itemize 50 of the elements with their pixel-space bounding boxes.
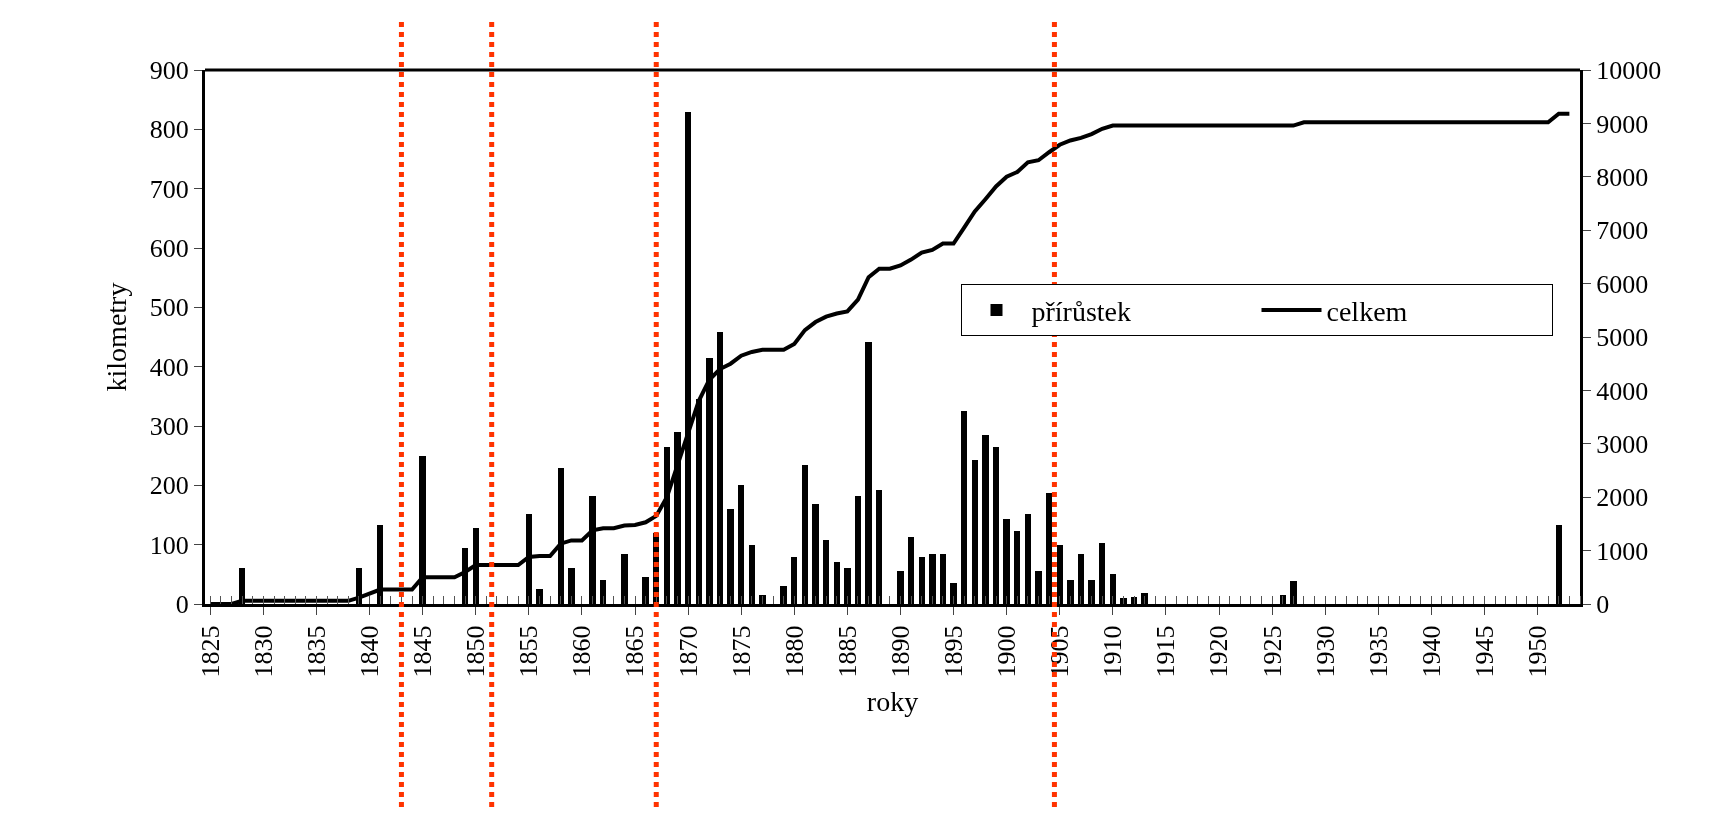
x-tick-label: 1850 <box>461 625 491 678</box>
legend-label: celkem <box>1326 295 1408 327</box>
x-tick-label: 1880 <box>779 625 809 678</box>
x-tick-label: 1910 <box>1098 625 1128 678</box>
x-tick-label: 1840 <box>355 625 385 678</box>
x-tick-label: 1925 <box>1257 625 1287 678</box>
y2-tick-label: 8000 <box>1596 162 1649 192</box>
x-tick-label: 1950 <box>1522 625 1552 678</box>
y2-tick-label: 6000 <box>1596 269 1649 299</box>
legend-label: přírůstek <box>1031 295 1132 327</box>
y2-tick-label: 5000 <box>1596 323 1649 353</box>
x-tick-label: 1835 <box>301 625 331 678</box>
y2-tick-label: 0 <box>1596 590 1610 620</box>
x-tick-label: 1870 <box>673 625 703 678</box>
x-tick-label: 1895 <box>939 625 968 678</box>
x-tick-label: 1825 <box>195 625 225 678</box>
x-tick-label: 1940 <box>1416 625 1446 678</box>
x-tick-label: 1885 <box>832 625 862 678</box>
x-axis-title: roky <box>866 685 919 717</box>
y2-tick-label: 4000 <box>1596 376 1649 406</box>
y-tick-label: 400 <box>149 352 189 382</box>
y-tick-label: 800 <box>149 115 189 145</box>
y2-tick-label: 3000 <box>1596 429 1649 459</box>
y-tick-label: 600 <box>149 234 189 264</box>
x-tick-label: 1920 <box>1204 625 1234 678</box>
x-tick-label: 1945 <box>1469 625 1499 678</box>
x-tick-label: 1890 <box>885 625 915 678</box>
x-tick-label: 1930 <box>1310 625 1340 678</box>
y-tick-label: 100 <box>149 530 189 560</box>
y-tick-label: 500 <box>149 293 189 323</box>
x-tick-label: 1860 <box>567 625 597 678</box>
y2-tick-label: 7000 <box>1596 216 1649 246</box>
y-tick-label: 900 <box>149 56 189 86</box>
y-tick-label: 0 <box>175 590 189 620</box>
x-tick-label: 1935 <box>1363 625 1393 678</box>
x-tick-label: 1915 <box>1151 625 1181 678</box>
x-tick-label: 1830 <box>248 625 278 678</box>
x-tick-label: 1855 <box>514 625 544 678</box>
y2-tick-label: 9000 <box>1596 109 1649 139</box>
x-tick-label: 1875 <box>726 625 756 678</box>
y-axis-title: kilometry <box>101 282 133 392</box>
y2-tick-label: 1000 <box>1596 536 1649 566</box>
x-tick-label: 1845 <box>408 625 438 678</box>
x-tick-label: 1865 <box>620 625 650 678</box>
x-tick-label: 1900 <box>992 625 1022 678</box>
y-tick-label: 300 <box>149 412 189 442</box>
y2-tick-label: 2000 <box>1596 483 1649 513</box>
y-tick-label: 700 <box>149 174 189 204</box>
y2-tick-label: 10000 <box>1596 56 1662 86</box>
y-tick-label: 200 <box>149 471 189 501</box>
